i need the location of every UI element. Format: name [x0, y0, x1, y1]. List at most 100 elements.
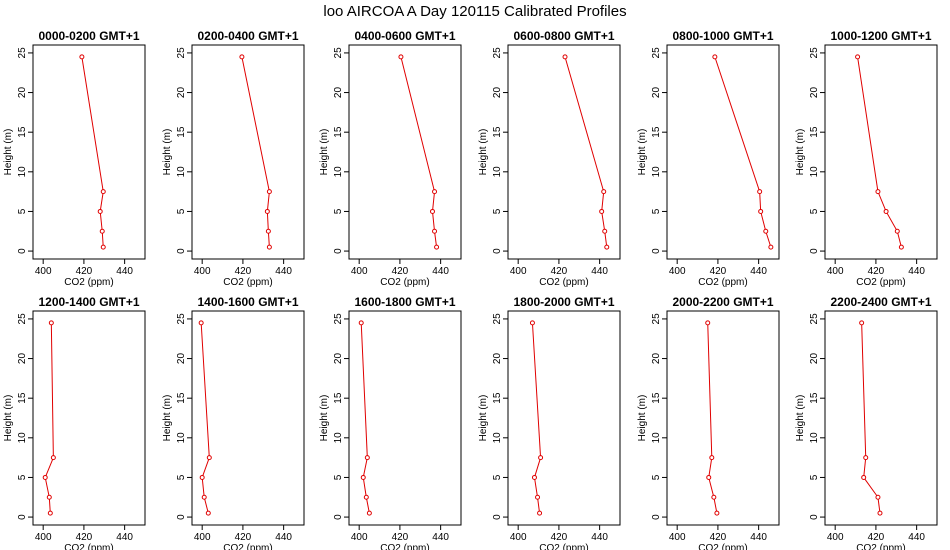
data-point	[429, 208, 435, 214]
y-tick-label: 10	[651, 432, 662, 444]
data-point	[705, 320, 711, 326]
y-tick-label: 15	[333, 126, 344, 138]
y-axis-label: Height (m)	[637, 129, 648, 176]
x-tick-label: 440	[116, 266, 133, 277]
y-tick-label: 0	[492, 248, 503, 254]
data-point	[432, 228, 438, 234]
y-tick-label: 20	[17, 353, 28, 365]
data-point	[599, 208, 605, 214]
data-point	[602, 228, 608, 234]
data-point	[877, 510, 883, 516]
x-tick-label: 420	[392, 532, 409, 543]
y-axis-label: Height (m)	[162, 395, 173, 442]
series-line	[564, 56, 608, 248]
x-tick-label: 400	[351, 266, 368, 277]
x-tick-label: 420	[235, 266, 252, 277]
data-point	[898, 244, 904, 250]
panel-title: 2000-2200 GMT+1	[672, 295, 773, 309]
y-tick-label: 25	[492, 47, 503, 59]
x-tick-label: 420	[76, 266, 93, 277]
x-tick-label: 420	[76, 532, 93, 543]
plot-frame	[32, 44, 146, 260]
data-point	[537, 510, 543, 516]
data-point	[538, 455, 544, 461]
data-point	[198, 320, 204, 326]
y-tick-label: 5	[492, 208, 503, 214]
y-tick-label: 5	[809, 474, 820, 480]
y-tick-label: 25	[17, 47, 28, 59]
y-axis-label: Height (m)	[319, 129, 330, 176]
data-point	[265, 228, 271, 234]
panel-title: 2200-2400 GMT+1	[830, 295, 931, 309]
y-tick-label: 15	[176, 126, 187, 138]
y-tick-label: 25	[176, 313, 187, 325]
data-point	[97, 208, 103, 214]
data-point	[50, 455, 56, 461]
y-tick-label: 25	[809, 47, 820, 59]
x-tick-label: 440	[908, 532, 925, 543]
y-tick-label: 15	[176, 392, 187, 404]
x-tick-label: 420	[868, 266, 885, 277]
data-point	[79, 54, 85, 60]
y-tick-label: 20	[176, 87, 187, 99]
data-point	[100, 189, 106, 195]
x-tick-label: 420	[551, 266, 568, 277]
series-line	[44, 322, 54, 514]
y-tick-label: 5	[17, 208, 28, 214]
y-tick-label: 20	[651, 353, 662, 365]
x-tick-label: 420	[235, 532, 252, 543]
panel-title: 1200-1400 GMT+1	[38, 295, 139, 309]
data-point	[709, 455, 715, 461]
x-axis-label: CO2 (ppm)	[223, 277, 272, 288]
plot-frame	[348, 44, 462, 260]
y-tick-label: 20	[176, 353, 187, 365]
series-line	[714, 56, 772, 248]
x-tick-label: 400	[194, 266, 211, 277]
y-tick-label: 5	[176, 474, 187, 480]
y-tick-label: 0	[17, 248, 28, 254]
data-point	[266, 244, 272, 250]
panel-title: 0000-0200 GMT+1	[38, 29, 139, 43]
y-axis-label: Height (m)	[319, 395, 330, 442]
y-tick-label: 15	[17, 126, 28, 138]
y-tick-label: 25	[651, 313, 662, 325]
data-point	[364, 455, 370, 461]
data-point	[875, 494, 881, 500]
x-axis-label: CO2 (ppm)	[64, 277, 113, 288]
plot-frame	[824, 44, 938, 260]
y-tick-label: 5	[176, 208, 187, 214]
data-point	[601, 189, 607, 195]
y-tick-label: 10	[809, 432, 820, 444]
data-point	[266, 189, 272, 195]
figure-title: loo AIRCOA A Day 120115 Calibrated Profi…	[323, 3, 626, 20]
data-point	[861, 474, 867, 480]
y-tick-label: 15	[492, 126, 503, 138]
data-point	[855, 54, 861, 60]
x-tick-label: 420	[551, 532, 568, 543]
x-tick-label: 400	[510, 266, 527, 277]
series-line	[241, 56, 270, 248]
data-point	[46, 494, 52, 500]
y-tick-label: 0	[17, 514, 28, 520]
y-axis-label: Height (m)	[3, 395, 14, 442]
x-tick-label: 420	[710, 532, 727, 543]
y-tick-label: 10	[333, 432, 344, 444]
y-tick-label: 0	[809, 248, 820, 254]
panel-title: 0800-1000 GMT+1	[672, 29, 773, 43]
data-point	[201, 494, 207, 500]
x-tick-label: 440	[908, 266, 925, 277]
x-axis-label: CO2 (ppm)	[856, 543, 905, 550]
data-point	[763, 228, 769, 234]
panel-title: 1600-1800 GMT+1	[354, 295, 455, 309]
y-tick-label: 0	[176, 514, 187, 520]
data-point	[712, 54, 718, 60]
y-tick-label: 20	[492, 353, 503, 365]
y-tick-label: 15	[492, 392, 503, 404]
data-point	[531, 474, 537, 480]
x-tick-label: 400	[194, 532, 211, 543]
x-tick-label: 400	[827, 266, 844, 277]
